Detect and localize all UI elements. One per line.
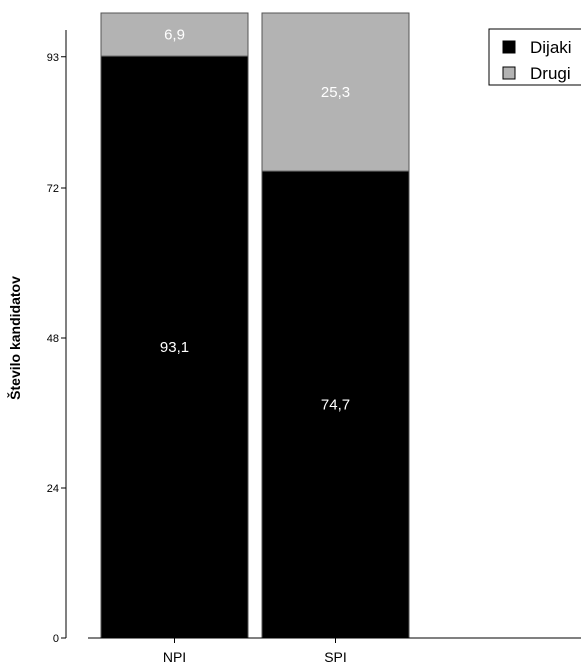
data-label-npi-dijaki: 93,1	[160, 339, 189, 356]
y-tick-label: 48	[47, 333, 59, 345]
y-ticks-group: 0 24 48 72 93	[47, 52, 66, 645]
x-ticks-group: NPI SPI	[163, 638, 347, 665]
data-label-spi-dijaki: 74,7	[321, 397, 350, 414]
x-tick-label-spi: SPI	[324, 649, 347, 665]
y-tick-label: 0	[53, 633, 59, 645]
x-tick-label-npi: NPI	[163, 649, 186, 665]
bars-group	[100, 12, 410, 639]
y-tick-label: 24	[47, 483, 59, 495]
legend-swatch-drugi	[502, 66, 516, 80]
bar-npi-drugi	[100, 12, 249, 57]
legend-swatch-dijaki	[502, 40, 516, 54]
axes-group	[65, 30, 581, 639]
data-labels-group: 93,1 6,9 74,7 25,3	[160, 27, 350, 414]
legend: Dijaki Drugi	[488, 28, 581, 86]
y-axis-title: Število kandidatov	[6, 276, 23, 400]
y-tick-label: 72	[47, 183, 59, 195]
bar-npi-dijaki	[100, 55, 249, 639]
y-tick-label: 93	[47, 52, 59, 64]
data-label-npi-drugi: 6,9	[164, 27, 185, 44]
legend-label-dijaki: Dijaki	[530, 38, 572, 57]
data-label-spi-drugi: 25,3	[321, 84, 350, 101]
bar-spi-drugi	[261, 12, 410, 172]
legend-label-drugi: Drugi	[530, 64, 571, 83]
